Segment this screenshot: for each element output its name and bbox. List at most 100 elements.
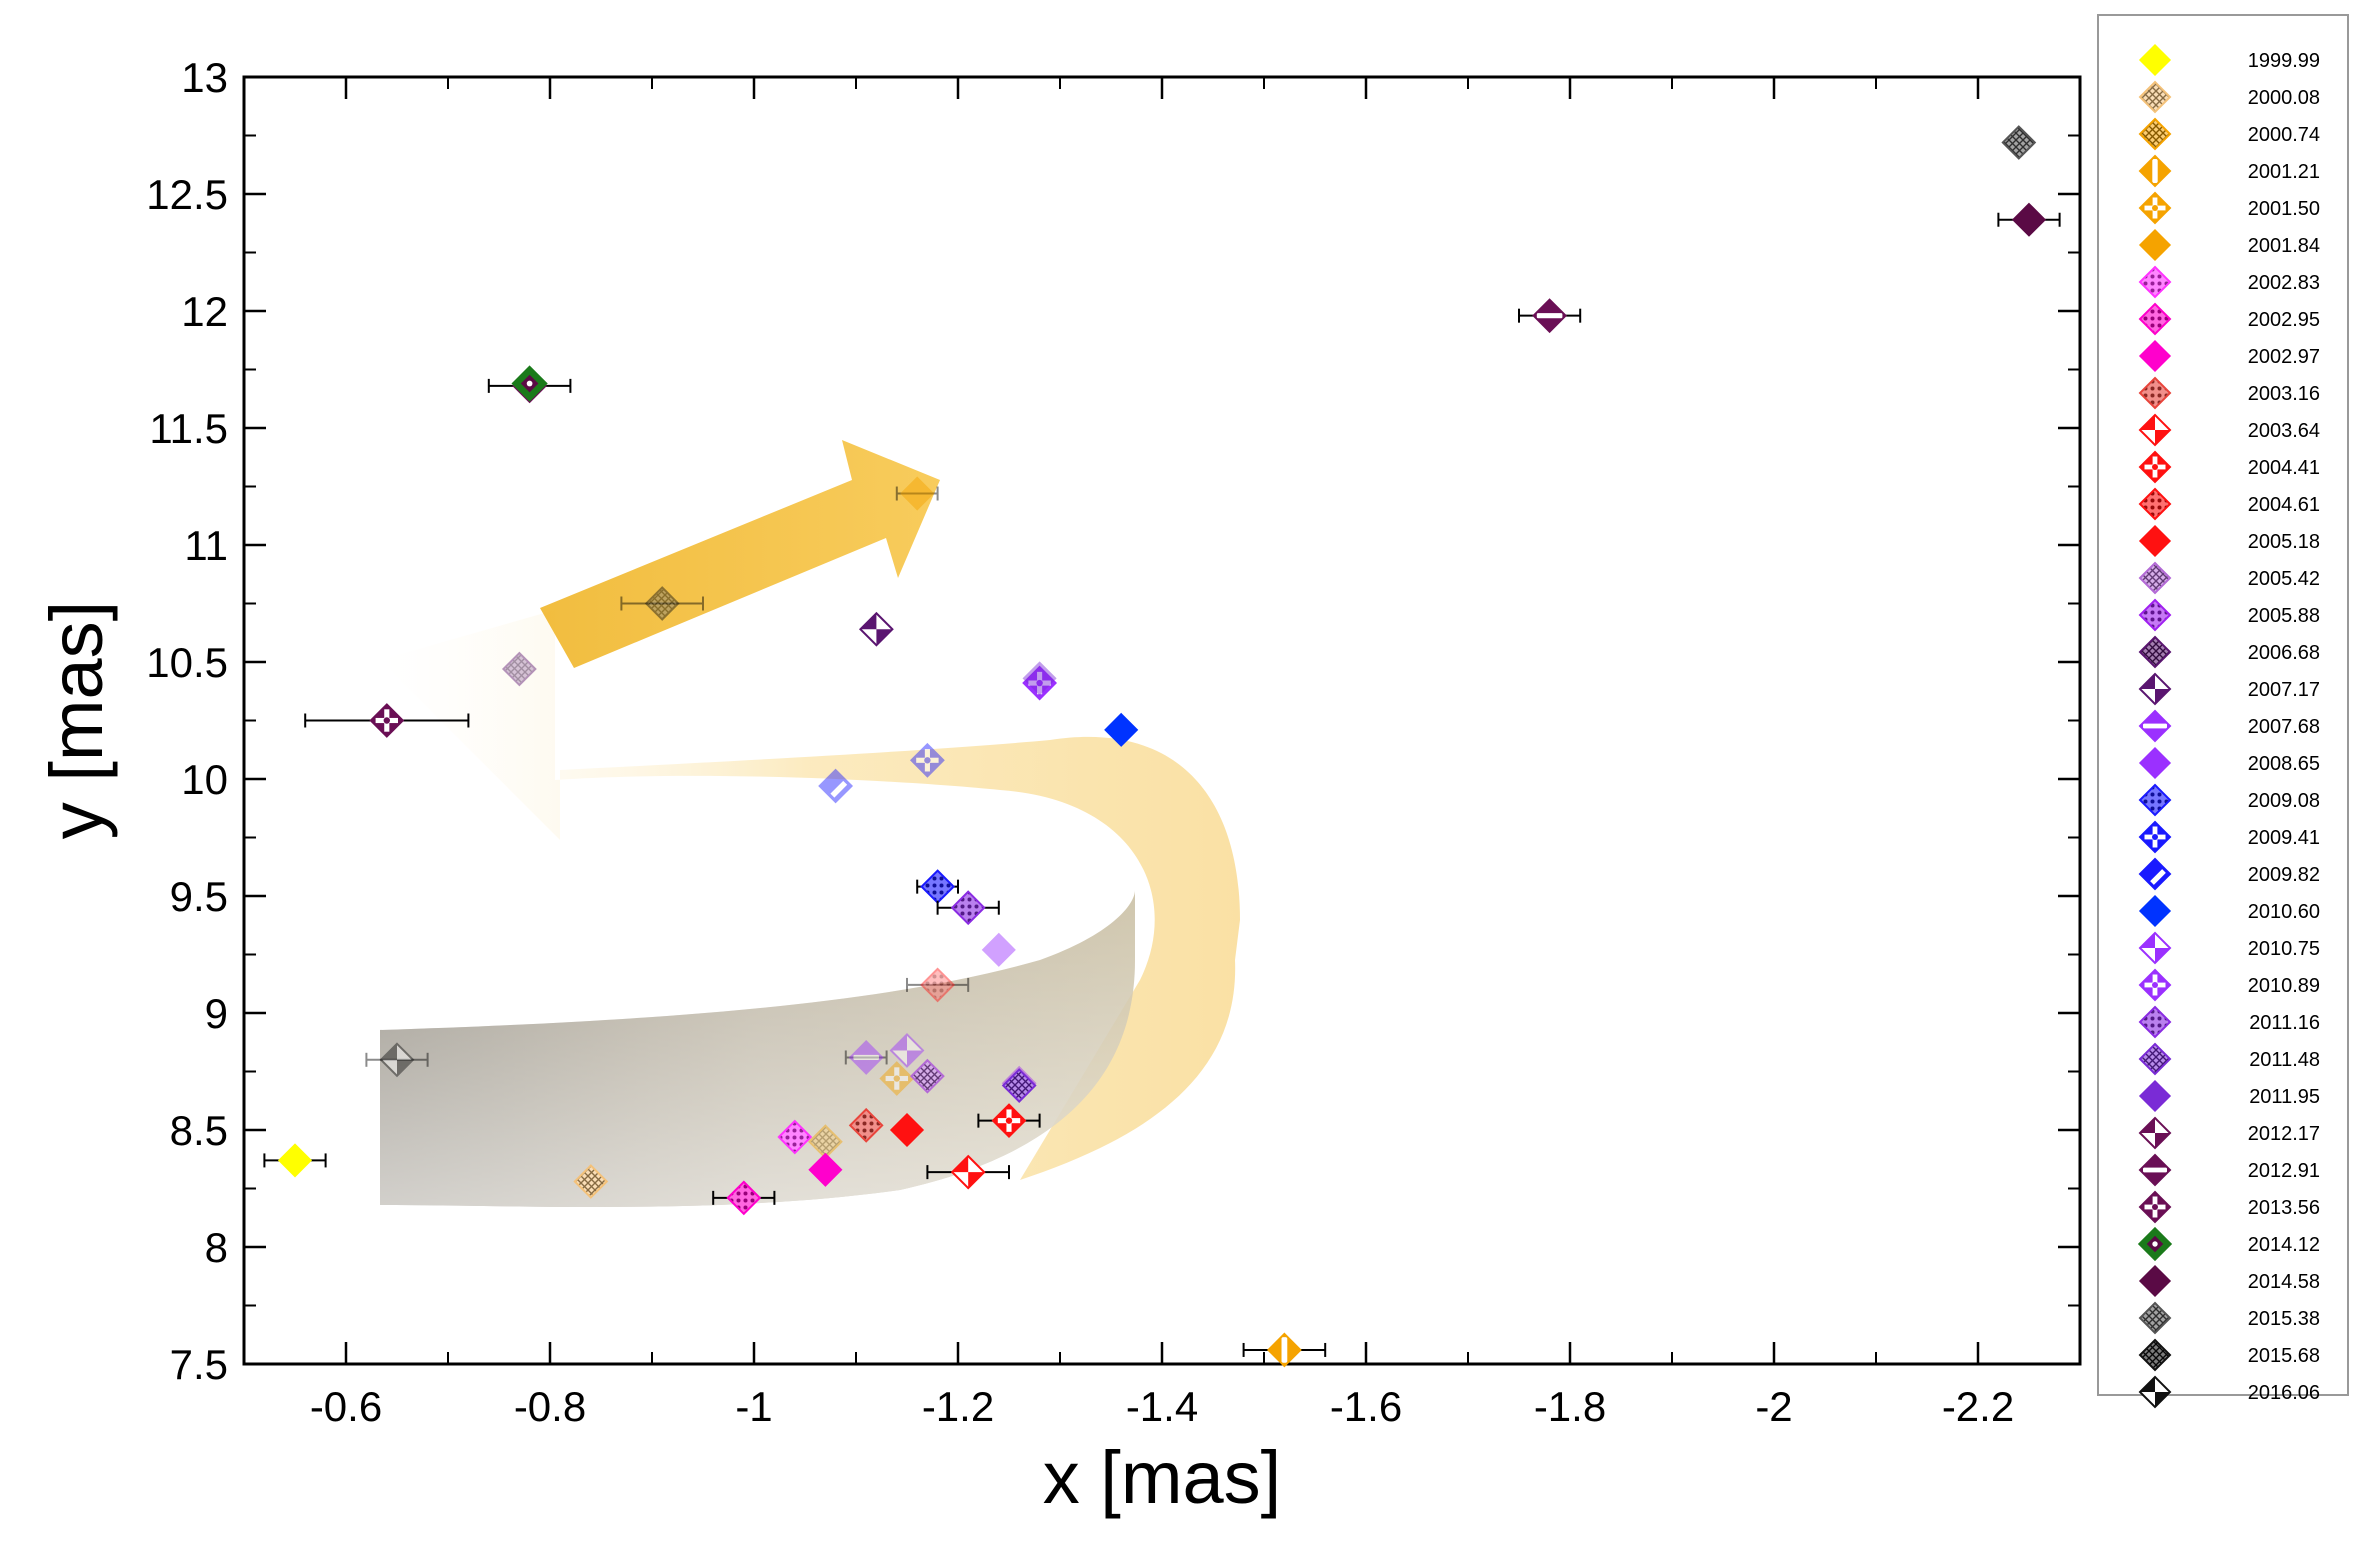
y-tick-label: 10.5 [146,639,228,686]
legend-label: 2010.75 [2248,938,2320,960]
legend-marker [2138,1153,2172,1187]
data-point [909,1058,945,1094]
data-point [2001,125,2037,160]
data-point [920,967,956,1003]
y-tick-label: 8.5 [170,1107,228,1154]
legend-box [2097,14,2349,1396]
legend-label: 2015.38 [2248,1308,2320,1330]
legend-marker [2138,1264,2172,1298]
data-point [900,476,935,511]
x-tick-label: -1 [735,1383,772,1430]
axis-ticks [243,75,2080,1366]
data-point [950,890,986,926]
legend-marker [2138,672,2172,706]
lower-band-fade [380,890,1135,1207]
legend-marker [2138,191,2172,225]
legend-marker [2138,931,2172,965]
legend-label: 2016.06 [2248,1382,2320,1404]
legend-marker [2138,1042,2172,1076]
legend-label: 2014.12 [2248,1234,2320,1256]
data-point [858,611,894,647]
data-point [889,1033,925,1068]
legend-label: 2010.89 [2248,975,2320,997]
legend-label: 2003.16 [2248,383,2320,405]
legend-marker [2138,1190,2172,1224]
data-point [1022,661,1057,696]
x-tick-label: -1.4 [1126,1383,1198,1430]
legend-marker [2138,894,2172,928]
y-tick-label: 9 [205,990,228,1037]
legend-label: 2007.68 [2248,716,2320,738]
error-bar [895,486,939,501]
data-point [1266,1332,1302,1368]
error-bar [844,1050,888,1065]
legend-marker [2138,561,2172,595]
legend-marker [2138,117,2172,151]
upper-curved-band [380,610,1240,1180]
data-point [777,1119,813,1155]
data-point [920,869,956,905]
data-point [501,651,537,687]
legend-label: 2001.50 [2248,198,2320,220]
legend-label: 2009.82 [2248,864,2320,886]
legend-marker [2138,968,2172,1002]
legend-marker [2138,1005,2172,1039]
legend-label: 2009.41 [2248,827,2320,849]
legend-label: 2007.17 [2248,679,2320,701]
data-point [369,703,405,738]
legend-label: 2010.60 [2248,901,2320,923]
legend-marker [2138,746,2172,780]
legend-marker [2138,524,2172,558]
data-point [379,1042,415,1078]
legend-label: 2003.64 [2248,420,2320,442]
legend-marker [2137,1226,2173,1262]
x-tick-label: -0.8 [514,1383,586,1430]
legend-label: 2011.16 [2249,1012,2320,1034]
legend-label: 2005.88 [2248,605,2320,627]
data-point [511,365,548,402]
legend-marker [2138,450,2172,484]
legend-marker [2138,635,2172,669]
data-point [1104,712,1139,747]
data-point [889,1112,925,1148]
legend-marker [2138,783,2172,817]
y-tick-label: 12.5 [146,171,228,218]
legend-marker [2138,709,2172,743]
x-tick-label: -2.2 [1942,1383,2014,1430]
data-point [1532,298,1568,334]
legend-marker [2138,154,2172,188]
legend-marker [2138,80,2172,114]
data-point [644,586,680,621]
legend-label: 2004.61 [2248,494,2320,516]
legend-marker [2138,857,2172,891]
y-tick-label: 12 [181,288,228,335]
legend-label: 1999.99 [2248,50,2320,72]
legend-marker [2138,265,2172,299]
legend-label: 2006.68 [2248,642,2320,664]
straight-arrow [540,440,940,668]
legend-marker [2138,1301,2172,1335]
legend-marker [2138,820,2172,854]
legend-label: 2000.08 [2248,87,2320,109]
data-point [981,932,1016,967]
legend-label: 2008.65 [2248,753,2320,775]
y-axis-label: y [mas] [35,601,118,839]
legend-marker [2138,413,2172,447]
legend-label: 2002.83 [2248,272,2320,294]
y-tick-label: 10 [181,756,228,803]
data-point [1001,1068,1037,1103]
data-point [2011,202,2047,237]
x-axis-label: x [mas] [1043,1436,1281,1519]
legend-label: 2004.41 [2248,457,2320,479]
legend-label: 2002.95 [2248,309,2320,331]
legend-label: 2012.17 [2248,1123,2320,1145]
y-tick-label: 11.5 [149,405,228,452]
y-tick-label: 11 [184,522,228,569]
data-point [879,1061,915,1096]
axis-tick-labels: -0.6 -0.8 -1 -1.2 -1.4 -1.6 -1.8 -2 -2.2 7.5 8 8.5 9… [146,54,2014,1430]
data-points [263,125,2061,1368]
legend-marker [2138,598,2172,632]
x-tick-label: -1.6 [1330,1383,1402,1430]
y-tick-label: 8 [205,1224,228,1271]
